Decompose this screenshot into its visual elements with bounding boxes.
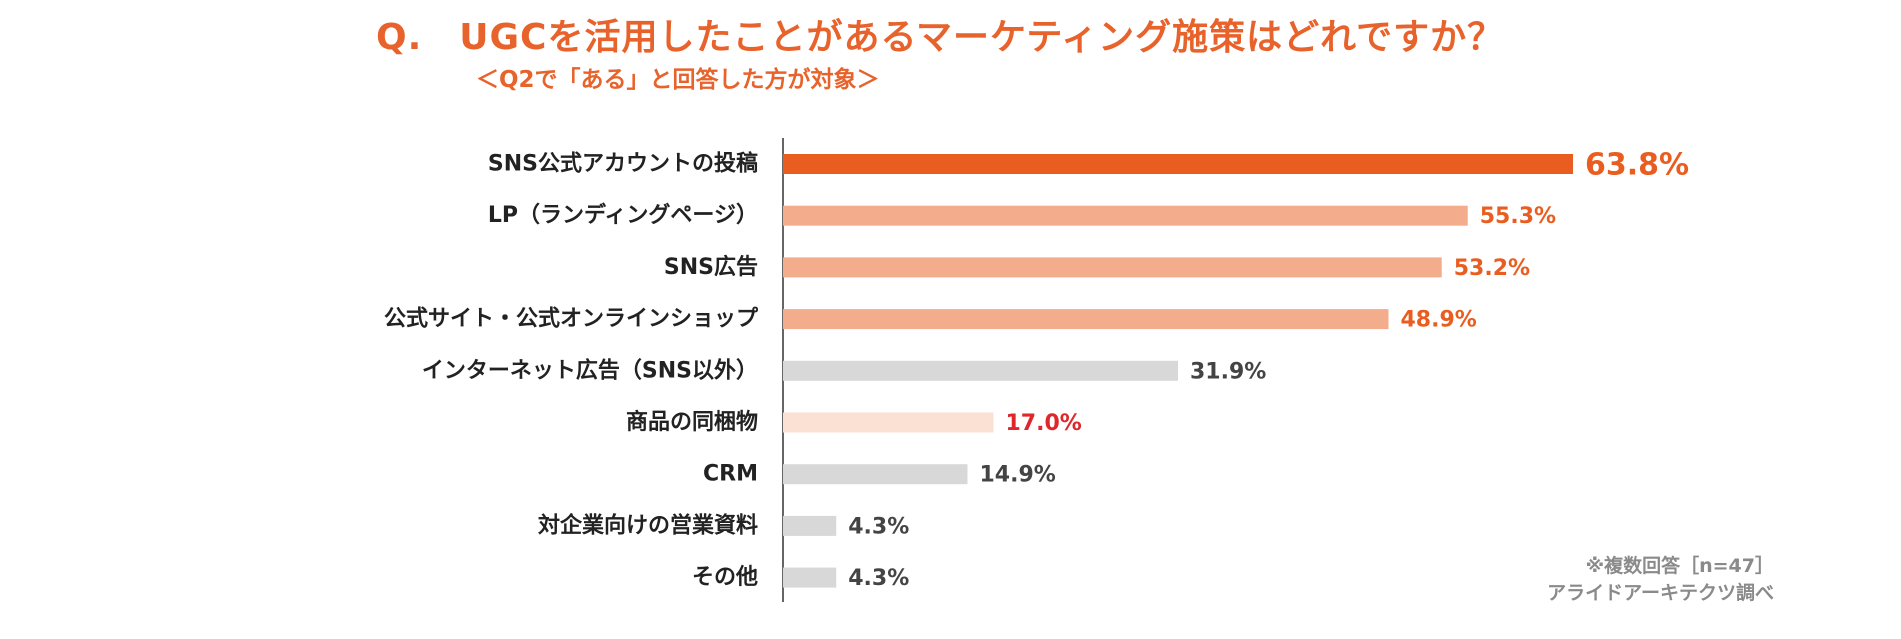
bars-layer: SNS公式アカウントの投稿 63.8% LP（ランディングページ） 55.3% SNS広… [384, 148, 1689, 592]
value-label-9: 4.3% [848, 566, 909, 591]
category-label-5: インターネット広告（SNS以外） [422, 357, 758, 383]
category-label-3: SNS広告 [664, 254, 758, 280]
bar-9 [783, 567, 837, 588]
bar-5 [783, 360, 1178, 381]
source-note: アライドアーキテクツ調べ [1547, 582, 1774, 604]
value-label-8: 4.3% [848, 514, 909, 539]
value-label-3: 53.2% [1454, 256, 1530, 281]
bar-3 [783, 257, 1442, 278]
category-label-9: その他 [692, 565, 758, 590]
respondents-note: ※複数回答［n=47］ [1585, 555, 1774, 577]
value-label-4: 48.9% [1401, 308, 1477, 333]
bar-6 [783, 412, 994, 433]
bar-7 [783, 464, 968, 485]
value-label-1: 63.8% [1585, 148, 1689, 183]
bar-2 [783, 205, 1468, 226]
chart-title: Q. UGCを活用したことがあるマーケティング施策はどれですか？ [376, 17, 1505, 58]
value-label-2: 55.3% [1480, 204, 1556, 229]
category-label-6: 商品の同梱物 [626, 409, 758, 435]
chart-subtitle: ＜Q2で「ある」と回答した方が対象＞ [476, 67, 880, 93]
category-label-7: CRM [703, 462, 758, 487]
value-label-6: 17.0% [1006, 411, 1082, 436]
category-label-4: 公式サイト・公式オンラインショップ [384, 307, 759, 332]
category-label-1: SNS公式アカウントの投稿 [488, 151, 758, 177]
bar-8 [783, 515, 837, 536]
bar-4 [783, 309, 1389, 330]
value-label-7: 14.9% [979, 463, 1055, 488]
category-label-8: 対企業向けの営業資料 [538, 512, 758, 538]
value-label-5: 31.9% [1190, 359, 1266, 384]
bar-1 [783, 154, 1573, 174]
category-label-2: LP（ランディングページ） [488, 202, 758, 228]
